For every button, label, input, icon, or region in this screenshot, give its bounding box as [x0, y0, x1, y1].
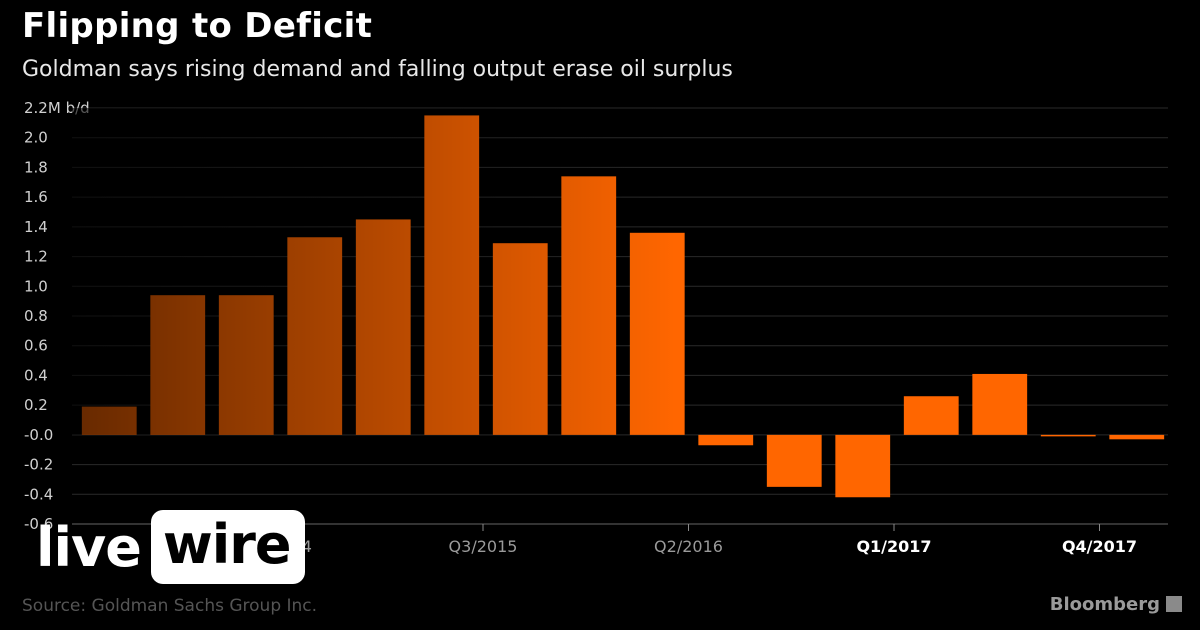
y-tick-label: -0.0 — [24, 426, 53, 444]
bar — [835, 434, 891, 498]
y-tick-label: -0.6 — [24, 515, 53, 533]
logo-live-text: live — [36, 515, 142, 579]
y-tick-label: 2.0 — [24, 129, 48, 147]
bar — [766, 434, 822, 487]
x-tick-label: Q3/2015 — [449, 537, 518, 556]
bar — [1109, 434, 1165, 440]
bar — [1040, 434, 1096, 437]
bar — [698, 434, 754, 446]
y-tick-label: 0.8 — [24, 307, 48, 325]
x-tick-label: Q1/2017 — [856, 537, 931, 556]
y-tick-label: 1.0 — [24, 277, 48, 295]
x-tick-label: Q2/2016 — [654, 537, 723, 556]
bloomberg-terminal-icon — [1166, 596, 1182, 612]
brand-label: Bloomberg — [1049, 594, 1160, 615]
y-tick-label: 0.4 — [24, 366, 48, 384]
logo-wire-text: wire — [150, 510, 305, 584]
y-tick-label: 0.6 — [24, 337, 48, 355]
y-tick-label: -0.4 — [24, 485, 53, 503]
x-tick-label: Q4/2017 — [1062, 537, 1137, 556]
y-tick-label: 0.2 — [24, 396, 48, 414]
source-note: Source: Goldman Sachs Group Inc. — [22, 596, 318, 616]
y-tick-label: 1.4 — [24, 218, 48, 236]
bloomberg-brand: Bloomberg — [1050, 594, 1182, 615]
livewire-logo: live wire — [36, 510, 305, 584]
y-tick-label: 1.8 — [24, 158, 48, 176]
y-tick-label: 1.2 — [24, 248, 48, 266]
y-axis-labels: 2.2M b/d2.01.81.61.41.21.00.80.60.40.2-0… — [24, 99, 90, 533]
chart-subtitle: Goldman says rising demand and falling o… — [22, 57, 733, 82]
y-tick-label: -0.2 — [24, 456, 53, 474]
y-tick-label: 1.6 — [24, 188, 48, 206]
chart-title: Flipping to Deficit — [22, 6, 373, 46]
bar-fade-overlay — [72, 108, 1168, 435]
